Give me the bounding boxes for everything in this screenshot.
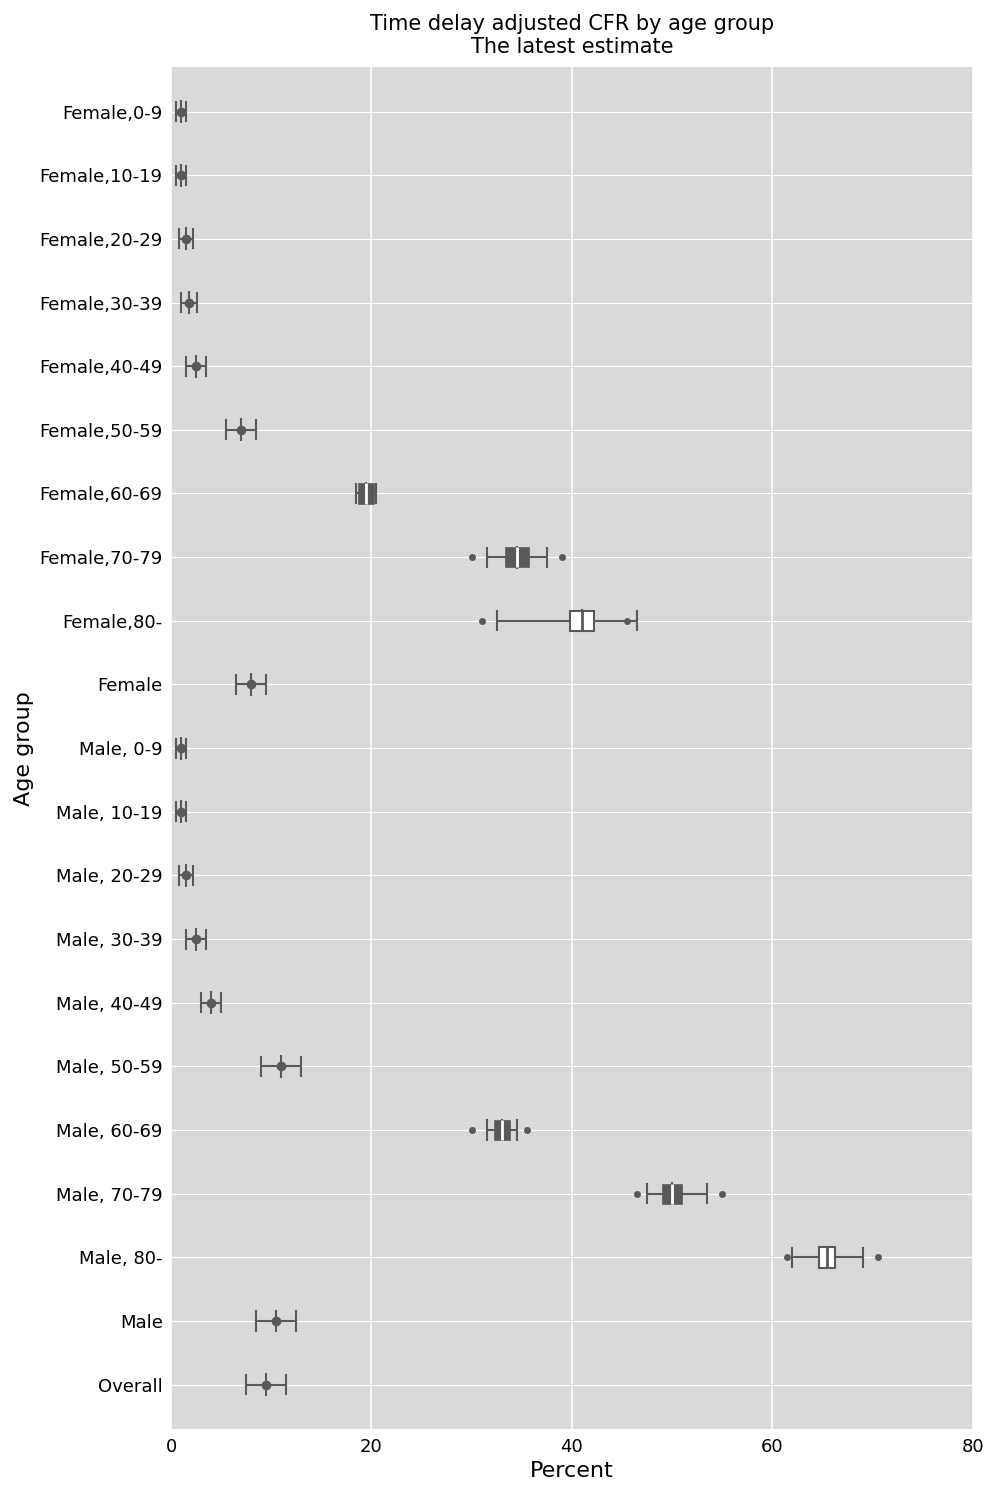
X-axis label: Percent: Percent <box>530 1461 614 1482</box>
Bar <box>358 483 374 504</box>
Bar <box>662 1184 683 1203</box>
Bar <box>505 547 529 567</box>
Bar <box>819 1247 835 1268</box>
Y-axis label: Age group: Age group <box>14 691 34 806</box>
Bar <box>570 610 594 631</box>
Bar <box>494 1120 510 1141</box>
Title: Time delay adjusted CFR by age group
The latest estimate: Time delay adjusted CFR by age group The… <box>370 13 774 57</box>
